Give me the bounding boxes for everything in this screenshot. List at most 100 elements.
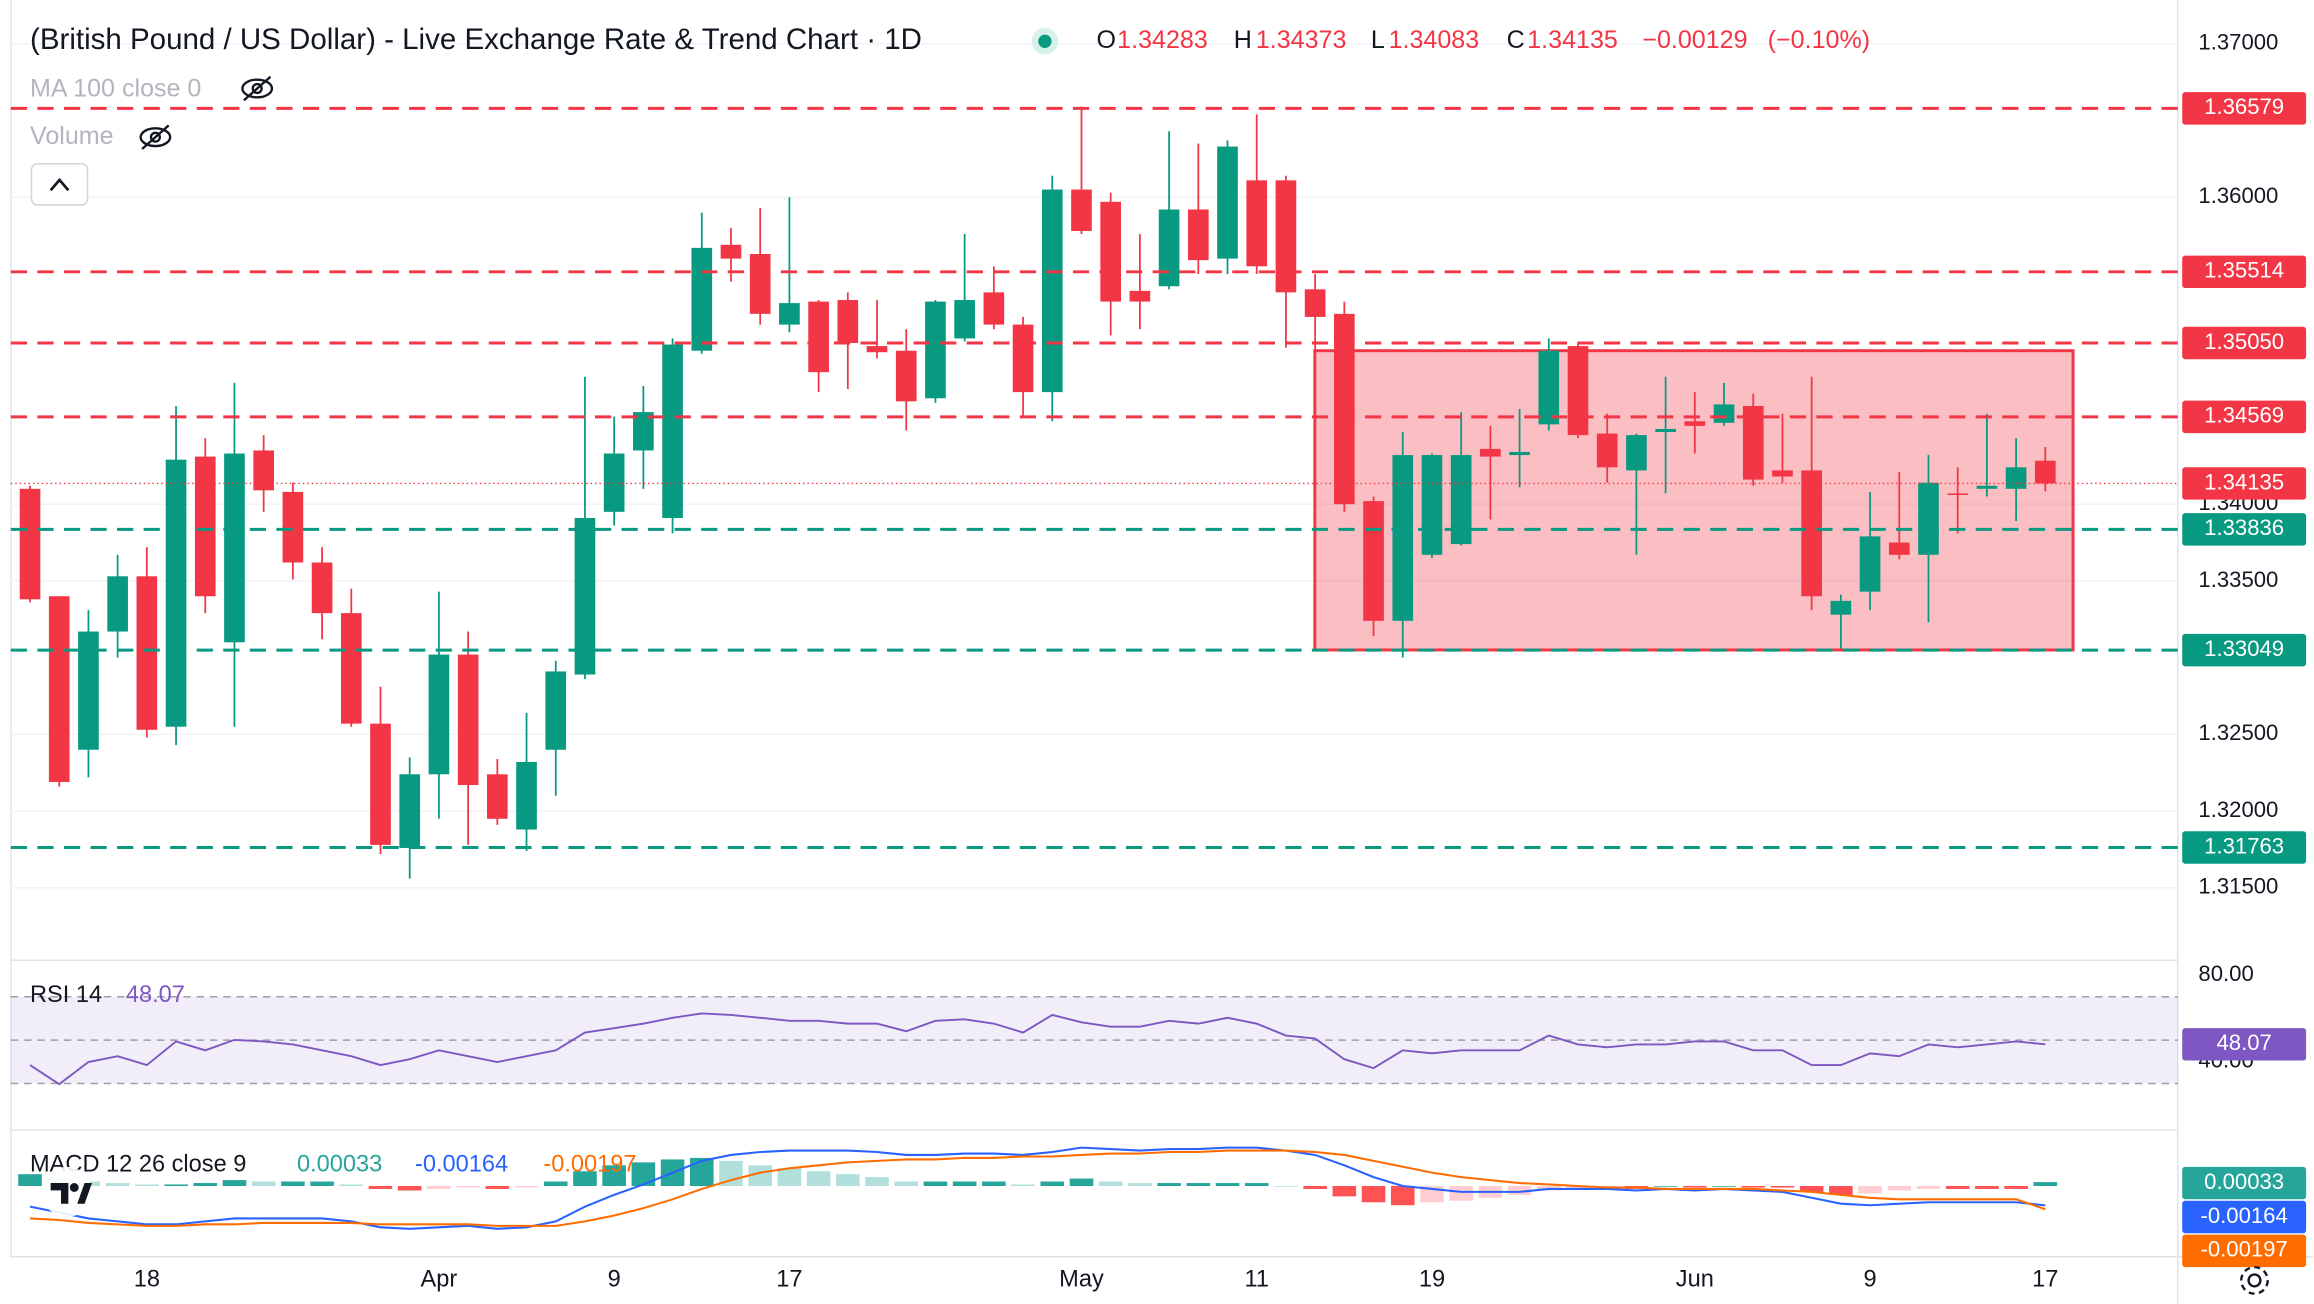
indicator-legend[interactable]: MA 100 close 0 [30, 75, 201, 103]
candle-body [1567, 346, 1589, 436]
macd-value-label: 0.00033 [2204, 1169, 2284, 1194]
histogram-bar [952, 1181, 977, 1186]
collapse-button[interactable] [30, 163, 89, 206]
rsi-title: RSI 14 [30, 982, 102, 1008]
histogram-bar [164, 1184, 188, 1186]
candle-body [311, 562, 333, 614]
candle-body [224, 453, 245, 643]
macd-value: -0.00164 [415, 1152, 508, 1178]
candle-body [691, 247, 713, 351]
plot: 1.370001.360001.340001.335001.325001.320… [10, 30, 2307, 1293]
macd-hist-value: 0.00033 [297, 1152, 382, 1178]
histogram-bar [1683, 1185, 1707, 1188]
histogram-bar [456, 1185, 480, 1188]
level-label: 1.33049 [2204, 636, 2284, 661]
last-price-label: 1.34135 [2204, 469, 2284, 494]
level-label: 1.31763 [2204, 833, 2284, 858]
candle-body [253, 450, 274, 491]
candle-body [574, 517, 596, 675]
histogram-bar [1770, 1185, 1795, 1188]
histogram-bar [1244, 1183, 1269, 1186]
ohlc-letter: O [1097, 26, 1117, 54]
candle-body [895, 350, 917, 402]
rsi-line [29, 1012, 2046, 1086]
candle-body [1918, 482, 1939, 555]
candle-body [1713, 404, 1735, 423]
histogram-bar [806, 1171, 831, 1186]
histogram-bar [1829, 1185, 1853, 1195]
candle-body [1626, 435, 1647, 471]
chart-title: (British Pound / US Dollar) - Live Excha… [30, 23, 922, 56]
candle-body [1684, 421, 1706, 426]
level-label: 1.33836 [2204, 515, 2284, 540]
histogram-bar [602, 1165, 626, 1186]
histogram-bar [719, 1160, 743, 1186]
histogram-bar [1215, 1183, 1240, 1186]
level-label-box [2182, 400, 2307, 434]
macd-line [29, 1149, 2046, 1227]
level-label-box [2182, 326, 2307, 360]
histogram-bar [18, 1174, 42, 1186]
signal-value: -0.00197 [543, 1152, 636, 1178]
histogram-bar [281, 1181, 305, 1186]
candle-body [1187, 209, 1209, 261]
x-tick-label: May [1059, 1267, 1104, 1293]
candle-body [1100, 201, 1122, 302]
macd-value-box [2182, 1166, 2307, 1200]
candle-body [1363, 501, 1384, 621]
candle-body [1976, 485, 1998, 489]
hidden-eye-icon[interactable] [241, 75, 274, 102]
candle-body [1246, 180, 1268, 267]
level-label: 1.36579 [2204, 94, 2284, 119]
x-tick-label: 17 [776, 1267, 802, 1293]
x-tick-label: 9 [608, 1267, 621, 1293]
candle-body [1480, 448, 1501, 457]
histogram-bar [1916, 1185, 1941, 1189]
candle-body [779, 303, 800, 325]
histogram-bar [105, 1183, 130, 1186]
histogram-bar [1390, 1185, 1415, 1206]
histogram-bar [1040, 1181, 1065, 1186]
y-tick-label: 1.32500 [2198, 720, 2278, 745]
ohlc-letter: C [1507, 26, 1525, 54]
rsi-value-box [2182, 1028, 2307, 1061]
histogram-bar [1157, 1183, 1181, 1186]
level-label: 1.35050 [2204, 329, 2284, 354]
candle-body [749, 254, 771, 314]
histogram-bar [865, 1177, 889, 1186]
ohlc-letter: L [1371, 26, 1385, 54]
histogram-bar [1361, 1185, 1386, 1203]
histogram-bar [1741, 1185, 1766, 1188]
ohlc-value: 1.34083 [1389, 26, 1480, 54]
settings-icon[interactable] [2240, 1265, 2269, 1295]
candle-body [866, 346, 888, 353]
ohlc-value: 1.34283 [1117, 26, 1208, 54]
candle-body [1596, 433, 1618, 468]
level-label: 1.34569 [2204, 403, 2284, 428]
x-tick-label: 9 [1864, 1267, 1877, 1293]
histogram-bar [543, 1181, 568, 1186]
ohlc-value: 1.34373 [1256, 26, 1347, 54]
histogram-bar [1945, 1185, 1970, 1189]
histogram-bar [631, 1162, 656, 1186]
histogram-bar [1274, 1185, 1298, 1187]
indicator-legend[interactable]: Volume [30, 122, 114, 150]
candle-body [78, 631, 99, 750]
candle-body [720, 244, 742, 259]
candle-body [983, 292, 1005, 325]
macd-value-box [2182, 1234, 2307, 1268]
histogram-bar [514, 1185, 539, 1188]
histogram-bar [748, 1165, 772, 1186]
histogram-bar [1186, 1183, 1211, 1186]
candle-body [1801, 470, 1822, 597]
histogram-bar [1653, 1185, 1678, 1187]
candle-body [954, 300, 975, 339]
status-dot [1038, 34, 1052, 48]
candle-body [516, 762, 537, 830]
hidden-eye-icon[interactable] [139, 124, 172, 150]
histogram-bar [193, 1183, 218, 1186]
histogram-bar [1098, 1181, 1123, 1186]
candle-body [194, 456, 216, 597]
candle-body [1041, 189, 1063, 393]
collapse-icon [49, 177, 70, 192]
